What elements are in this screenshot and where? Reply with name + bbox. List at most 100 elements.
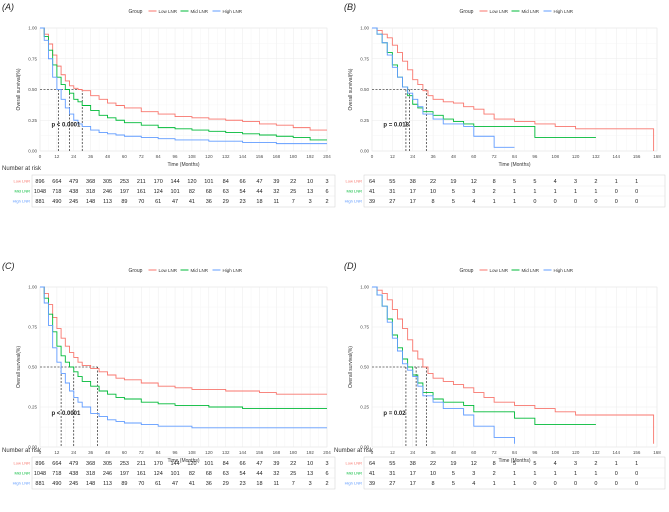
survival-curve-mid-lnr <box>40 27 327 141</box>
p-value: p = 0.018 <box>383 122 409 128</box>
risk-table-cell: 13 <box>307 471 313 477</box>
risk-table-cell: 2 <box>594 179 597 185</box>
risk-table-cell: 3 <box>574 179 577 185</box>
risk-table-row-label: High LNR <box>345 481 362 486</box>
x-tick-label: 12 <box>390 450 396 455</box>
risk-table-cell: 1 <box>513 471 516 477</box>
risk-table-cell: 22 <box>290 179 296 185</box>
risk-table-row-label: High LNR <box>345 199 362 204</box>
y-tick-label: 0.50 <box>28 365 37 370</box>
risk-table-cell: 3 <box>472 189 475 195</box>
risk-table-row-label: Low LNR <box>14 179 31 184</box>
y-tick-label: 1.00 <box>360 285 369 290</box>
risk-table-cell: 32 <box>273 471 279 477</box>
risk-table-cell: 101 <box>204 461 213 467</box>
risk-table-cell: 101 <box>170 189 179 195</box>
risk-table-cell: 13 <box>307 189 313 195</box>
risk-table-cell: 4 <box>472 481 475 487</box>
x-tick-label: 108 <box>188 450 196 455</box>
risk-table-cell: 2 <box>325 481 328 487</box>
risk-table-cell: 8 <box>432 199 435 205</box>
y-tick-label: 0.75 <box>28 56 37 61</box>
risk-table-cell: 23 <box>240 199 246 205</box>
risk-table-cell: 10 <box>430 189 436 195</box>
x-tick-label: 108 <box>551 154 559 159</box>
x-tick-label: 0 <box>371 450 374 455</box>
risk-table-cell: 113 <box>103 481 112 487</box>
risk-table-cell: 1 <box>513 199 516 205</box>
y-tick-label: 0.25 <box>360 405 369 410</box>
risk-table-cell: 22 <box>430 179 436 185</box>
risk-table-cell: 245 <box>69 199 78 205</box>
risk-table-cell: 253 <box>120 179 129 185</box>
risk-table-cell: 490 <box>52 199 61 205</box>
x-tick-label: 156 <box>256 450 264 455</box>
risk-table-cell: 10 <box>307 461 313 467</box>
risk-table-cell: 479 <box>69 461 78 467</box>
y-axis-title: Overall survival(%) <box>16 346 22 388</box>
x-tick-label: 108 <box>551 450 559 455</box>
x-axis-title: Time (Months) <box>167 458 199 464</box>
risk-table-cell: 0 <box>594 481 597 487</box>
risk-table-cell: 36 <box>206 481 212 487</box>
risk-table-cell: 5 <box>533 179 536 185</box>
legend-entry: Low LNR <box>159 268 178 273</box>
survival-curve-low-lnr <box>372 286 655 444</box>
x-tick-label: 120 <box>572 450 580 455</box>
x-tick-label: 180 <box>289 154 297 159</box>
risk-table-cell: 0 <box>574 199 577 205</box>
risk-table-cell: 1 <box>554 189 557 195</box>
x-tick-label: 0 <box>39 450 42 455</box>
risk-table-cell: 0 <box>635 481 638 487</box>
risk-table-cell: 718 <box>52 189 61 195</box>
y-tick-label: 1.00 <box>28 285 37 290</box>
y-tick-label: 0.00 <box>360 445 369 450</box>
risk-table-cell: 1 <box>493 199 496 205</box>
risk-table-cell: 18 <box>256 199 262 205</box>
x-tick-label: 120 <box>205 154 213 159</box>
risk-table-cell: 66 <box>240 179 246 185</box>
p-value: p = 0.02 <box>383 411 406 417</box>
risk-table-cell: 0 <box>594 199 597 205</box>
risk-table-cell: 61 <box>155 481 161 487</box>
risk-table-cell: 0 <box>635 471 638 477</box>
legend-entry: High LNR <box>554 9 574 14</box>
x-tick-label: 24 <box>410 450 416 455</box>
risk-table-cell: 246 <box>103 471 112 477</box>
risk-table-cell: 27 <box>389 199 395 205</box>
risk-table-cell: 161 <box>137 189 146 195</box>
risk-table-cell: 148 <box>86 481 95 487</box>
legend-title: Group <box>460 268 474 274</box>
legend-entry: Mid LNR <box>191 268 209 273</box>
x-tick-label: 60 <box>471 450 477 455</box>
risk-table-cell: 29 <box>223 199 229 205</box>
survival-curve-mid-lnr <box>372 27 596 138</box>
risk-table-cell: 12 <box>471 461 477 467</box>
legend: Group Low LNR Mid LNR High LNR <box>129 9 243 15</box>
risk-table-cell: 1 <box>513 189 516 195</box>
risk-table-cell: 0 <box>554 481 557 487</box>
legend-title: Group <box>460 9 474 15</box>
x-tick-label: 36 <box>88 154 94 159</box>
risk-table-cell: 120 <box>187 179 196 185</box>
risk-table-cell: 1048 <box>34 189 46 195</box>
panel-label: (D) <box>344 261 357 271</box>
legend-entry: High LNR <box>554 268 574 273</box>
risk-table-cell: 3 <box>325 179 328 185</box>
risk-table-cell: 1 <box>594 189 597 195</box>
risk-table-cell: 479 <box>69 179 78 185</box>
risk-table-cell: 0 <box>554 199 557 205</box>
risk-table-cell: 664 <box>52 179 61 185</box>
x-tick-label: 96 <box>173 450 179 455</box>
risk-table-cell: 4 <box>472 199 475 205</box>
risk-table-cell: 3 <box>574 461 577 467</box>
y-tick-label: 0.50 <box>28 87 37 92</box>
risk-table-cell: 1 <box>533 471 536 477</box>
risk-table-cell: 1048 <box>34 471 46 477</box>
risk-table-cell: 22 <box>430 461 436 467</box>
panel-label: (B) <box>344 2 356 12</box>
risk-table-cell: 47 <box>172 481 178 487</box>
risk-table-cell: 47 <box>172 199 178 205</box>
